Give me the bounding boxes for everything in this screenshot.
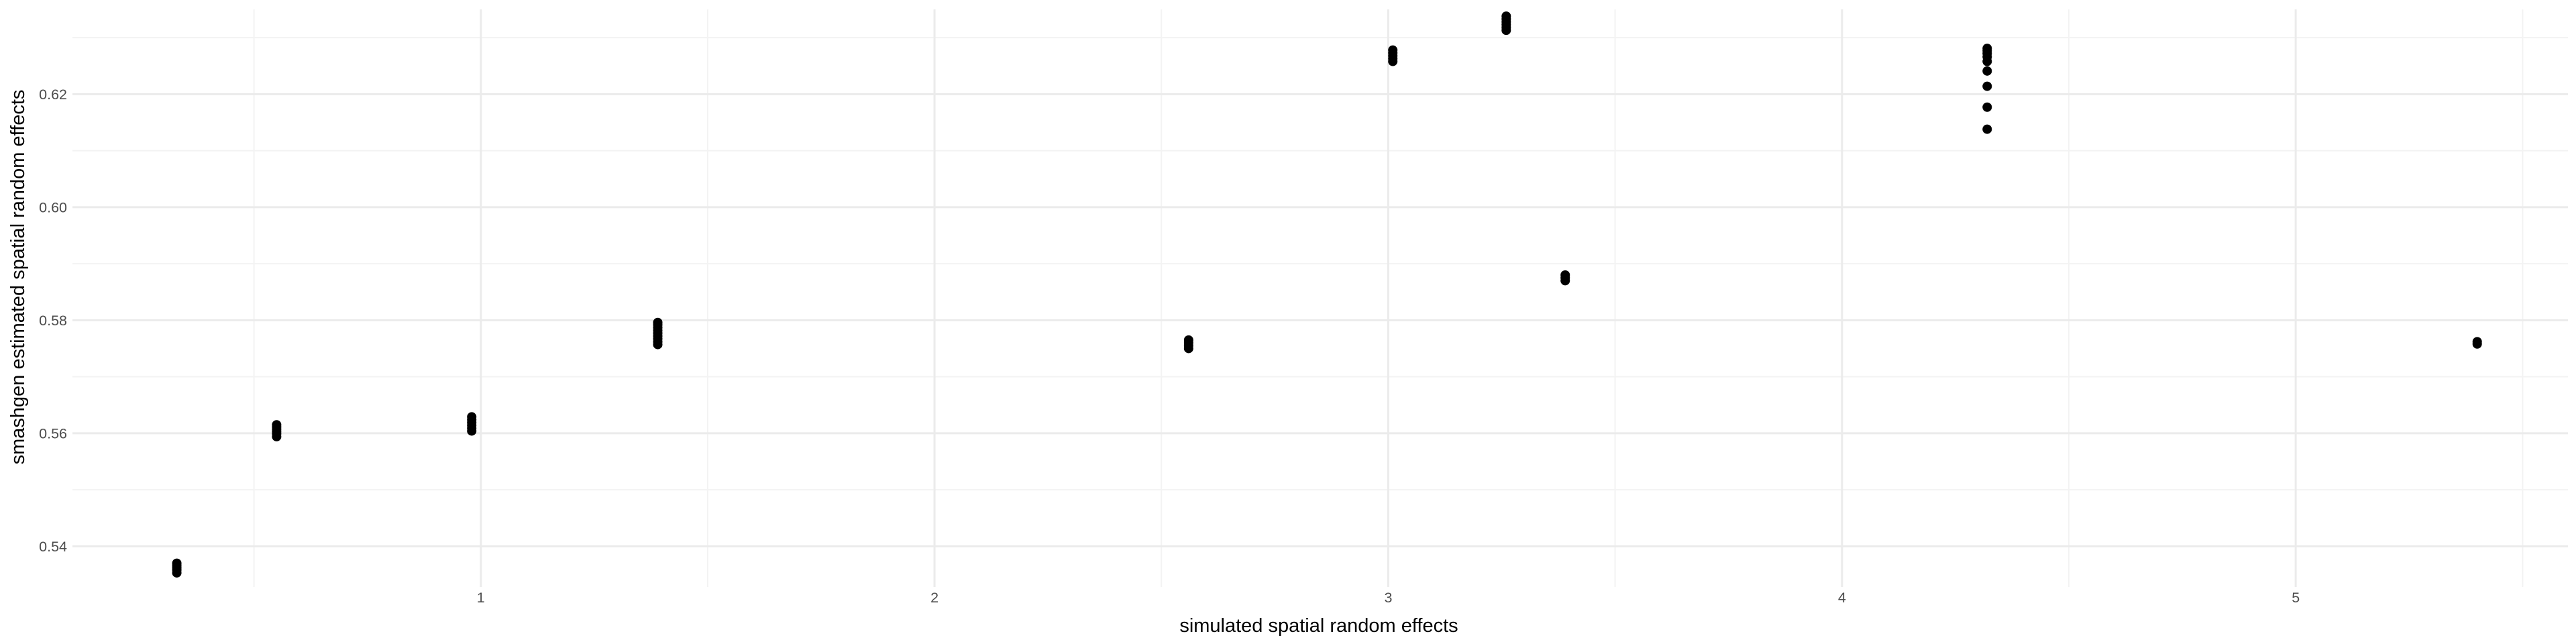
scatter-point	[2472, 337, 2482, 347]
minor-y-gridlines	[72, 37, 2568, 491]
x-tick-label: 5	[2292, 590, 2300, 606]
x-axis-title: simulated spatial random effects	[1179, 615, 1458, 637]
scatter-point	[1982, 44, 1992, 54]
data-points	[172, 11, 2482, 578]
x-tick-labels: 1 2 3 4 5	[477, 590, 2300, 606]
x-tick-label: 3	[1384, 590, 1392, 606]
y-tick-labels: 0.54 0.56 0.58 0.60 0.62	[39, 87, 67, 555]
y-axis-title: smashgen estimated spatial random effect…	[7, 90, 29, 465]
scatter-point	[1183, 335, 1193, 345]
scatter-point	[467, 412, 477, 422]
y-tick-label: 0.60	[39, 199, 67, 215]
scatter-point	[1982, 66, 1992, 76]
scatter-point	[1982, 81, 1992, 91]
major-y-gridlines	[72, 93, 2568, 547]
x-tick-label: 2	[930, 590, 938, 606]
scatter-point	[653, 317, 663, 327]
y-tick-label: 0.62	[39, 87, 67, 103]
scatter-point	[272, 420, 282, 430]
y-tick-label: 0.58	[39, 313, 67, 329]
x-tick-label: 1	[477, 590, 485, 606]
major-x-gridlines	[480, 9, 2297, 587]
scatter-point	[172, 558, 182, 568]
scatter-point	[1388, 45, 1398, 55]
scatter-point	[1560, 270, 1570, 280]
y-tick-label: 0.54	[39, 539, 67, 555]
x-tick-label: 4	[1838, 590, 1846, 606]
y-tick-label: 0.56	[39, 425, 67, 441]
minor-x-gridlines	[253, 9, 2524, 587]
scatter-point	[1501, 11, 1511, 21]
scatter-point	[1982, 124, 1992, 134]
scatter-point	[1982, 102, 1992, 112]
